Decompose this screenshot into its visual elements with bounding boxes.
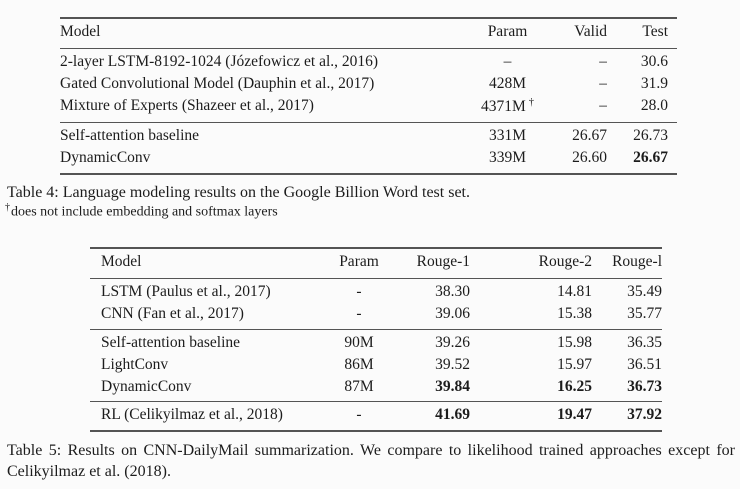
table-group: Self-attention baseline 331M 26.67 26.73 Dyn… xyxy=(60,122,677,173)
cell-rouge-2: 19.47 xyxy=(557,406,592,424)
cell-param: 428M xyxy=(488,74,527,92)
cell-model: Self-attention baseline xyxy=(101,333,241,351)
cell-rouge-l: 36.35 xyxy=(627,333,662,351)
table4-caption: Table 4: Language modeling results on th… xyxy=(7,184,470,201)
cell-model: CNN (Fan et al., 2017) xyxy=(101,304,244,322)
column-header-valid: Valid xyxy=(574,23,607,40)
language-modeling-table: Model Param Valid Test 2-layer LSTM-8192… xyxy=(60,17,677,175)
table-group: RL (Celikyilmaz et al., 2018) - 41.69 19.47… xyxy=(90,401,662,431)
table-group: 2-layer LSTM-8192-1024 (Józefowicz et al… xyxy=(60,48,677,122)
cell-rouge-2: 14.81 xyxy=(557,282,592,300)
cell-param: 339M xyxy=(488,148,527,166)
cell-test: 31.9 xyxy=(640,74,668,92)
table-row: DynamicConv 339M 26.60 26.67 xyxy=(60,147,677,173)
cell-valid: – xyxy=(599,74,607,92)
table5-caption: Table 5: Results on CNN-DailyMail summar… xyxy=(7,442,735,481)
table-group: Self-attention baseline 90M 39.26 15.98 36.3… xyxy=(90,329,662,402)
cell-rouge-1: 39.26 xyxy=(435,333,470,351)
cell-param: 4371M † xyxy=(480,96,535,115)
table-group: LSTM (Paulus et al., 2017) - 38.30 14.81 35.… xyxy=(90,278,662,329)
cell-param: 86M xyxy=(344,355,374,373)
cell-valid: 26.67 xyxy=(572,126,607,144)
cell-test: 26.67 xyxy=(633,148,668,166)
table-header-row: Model Param Valid Test xyxy=(60,18,677,49)
cell-param: – xyxy=(503,52,512,70)
cell-rouge-2: 15.98 xyxy=(557,333,592,351)
cell-rouge-1: 41.69 xyxy=(435,406,470,424)
column-header-rouge-2: Rouge-2 xyxy=(538,253,592,270)
cell-rouge-1: 38.30 xyxy=(435,282,470,300)
cell-param: - xyxy=(356,406,362,424)
cell-test: 28.0 xyxy=(640,97,668,115)
table-row: CNN (Fan et al., 2017) - 39.06 15.38 35.77 xyxy=(90,303,662,329)
table4-footnote: †does not include embedding and softmax … xyxy=(5,202,278,221)
cell-rouge-2: 16.25 xyxy=(557,377,592,395)
dagger-icon: † xyxy=(528,96,535,108)
cell-model: LSTM (Paulus et al., 2017) xyxy=(101,282,271,300)
cell-model: RL (Celikyilmaz et al., 2018) xyxy=(101,406,283,424)
cell-model: LightConv xyxy=(101,355,169,373)
cell-model: DynamicConv xyxy=(101,377,192,395)
cell-rouge-l: 36.73 xyxy=(627,377,662,395)
cell-model: Mixture of Experts (Shazeer et al., 2017… xyxy=(60,97,314,115)
column-header-model: Model xyxy=(60,23,101,40)
cell-valid: 26.60 xyxy=(572,148,607,166)
cell-test: 26.73 xyxy=(633,126,668,144)
cell-test: 30.6 xyxy=(640,52,668,70)
cell-param: 90M xyxy=(344,333,374,351)
cell-model: DynamicConv xyxy=(60,148,151,166)
column-header-param: Param xyxy=(339,253,379,270)
table-row: 2-layer LSTM-8192-1024 (Józefowicz et al… xyxy=(60,48,677,73)
cell-rouge-2: 15.38 xyxy=(557,304,592,322)
cell-rouge-l: 37.92 xyxy=(627,406,662,424)
cell-rouge-1: 39.06 xyxy=(435,304,470,322)
table5-header: Model Param Rouge-1 Rouge-2 Rouge-l xyxy=(90,248,662,279)
table4-header: Model Param Valid Test xyxy=(60,18,677,49)
table-header-row: Model Param Rouge-1 Rouge-2 Rouge-l xyxy=(90,248,662,279)
table-row: Mixture of Experts (Shazeer et al., 2017… xyxy=(60,95,677,122)
cell-param: 331M xyxy=(488,126,527,144)
cell-model: Gated Convolutional Model (Dauphin et al… xyxy=(60,74,375,92)
cell-valid: – xyxy=(599,52,607,70)
dagger-icon: † xyxy=(5,202,10,213)
cell-param: 87M xyxy=(344,377,374,395)
cell-model: Self-attention baseline xyxy=(60,126,200,144)
footnote-text: does not include embedding and softmax l… xyxy=(11,204,278,220)
column-header-param: Param xyxy=(487,23,528,40)
column-header-rouge-l: Rouge-l xyxy=(612,253,662,270)
cell-rouge-l: 35.77 xyxy=(627,304,662,322)
table-row: Self-attention baseline 331M 26.67 26.73 xyxy=(60,122,677,147)
summarization-table: Model Param Rouge-1 Rouge-2 Rouge-l LSTM… xyxy=(90,247,662,433)
cell-rouge-2: 15.97 xyxy=(557,355,592,373)
table-row: LSTM (Paulus et al., 2017) - 38.30 14.81 35.… xyxy=(90,278,662,303)
column-header-test: Test xyxy=(642,23,668,40)
table-row: DynamicConv 87M 39.84 16.25 36.73 xyxy=(90,376,662,402)
cell-valid: – xyxy=(599,97,607,115)
table-row: LightConv 86M 39.52 15.97 36.51 xyxy=(90,354,662,376)
cell-rouge-1: 39.84 xyxy=(435,377,470,395)
cell-rouge-1: 39.52 xyxy=(435,355,470,373)
table-row: RL (Celikyilmaz et al., 2018) - 41.69 19.47… xyxy=(90,402,662,431)
cell-rouge-l: 35.49 xyxy=(627,282,662,300)
column-header-model: Model xyxy=(101,253,142,270)
column-header-rouge-1: Rouge-1 xyxy=(416,253,470,270)
cell-param: - xyxy=(356,304,362,322)
cell-param: - xyxy=(356,282,362,300)
table-row: Self-attention baseline 90M 39.26 15.98 36.3… xyxy=(90,329,662,354)
cell-rouge-l: 36.51 xyxy=(627,355,662,373)
cell-model: 2-layer LSTM-8192-1024 (Józefowicz et al… xyxy=(60,52,379,70)
table-row: Gated Convolutional Model (Dauphin et al… xyxy=(60,73,677,95)
